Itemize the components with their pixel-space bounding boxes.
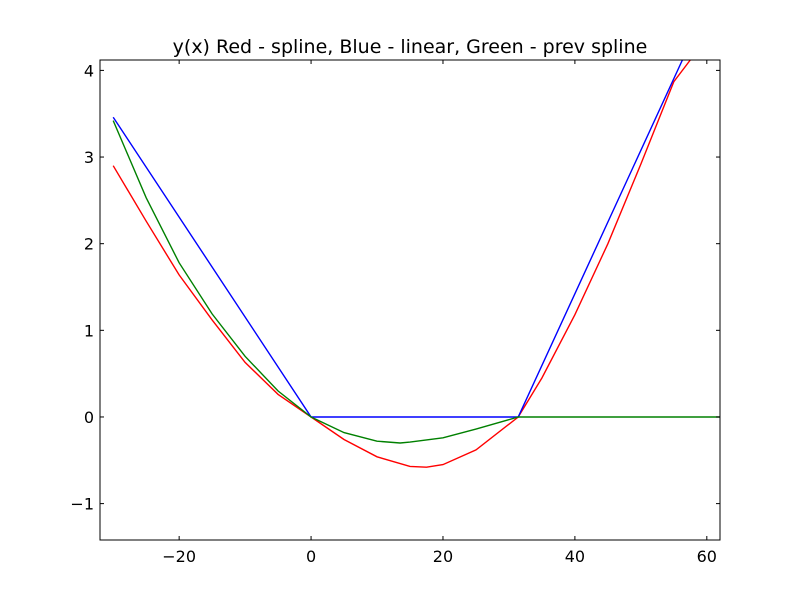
plot-frame [99,59,721,541]
x-tick-label: 20 [433,547,453,566]
x-tick-label: 0 [306,547,316,566]
y-tick-label: 4 [84,61,94,80]
chart-title: y(x) Red - spline, Blue - linear, Green … [173,36,648,58]
series-line-2 [112,120,720,444]
y-tick-label: 0 [84,408,94,427]
x-tick-label: −20 [162,547,196,566]
x-tick-label: 60 [697,547,717,566]
y-tick-label: 3 [84,148,94,167]
y-tick-label: 1 [84,321,94,340]
series-layer [112,60,720,468]
x-tick-label: 40 [565,547,585,566]
ticks-layer: −20 0 20 40 60 −1 0 1 2 3 4 [70,60,720,566]
y-tick-label: 2 [84,235,94,254]
series-line-0 [112,60,691,468]
plot-area [100,60,720,540]
series-line-1 [112,60,684,418]
y-tick-label: −1 [70,495,94,514]
